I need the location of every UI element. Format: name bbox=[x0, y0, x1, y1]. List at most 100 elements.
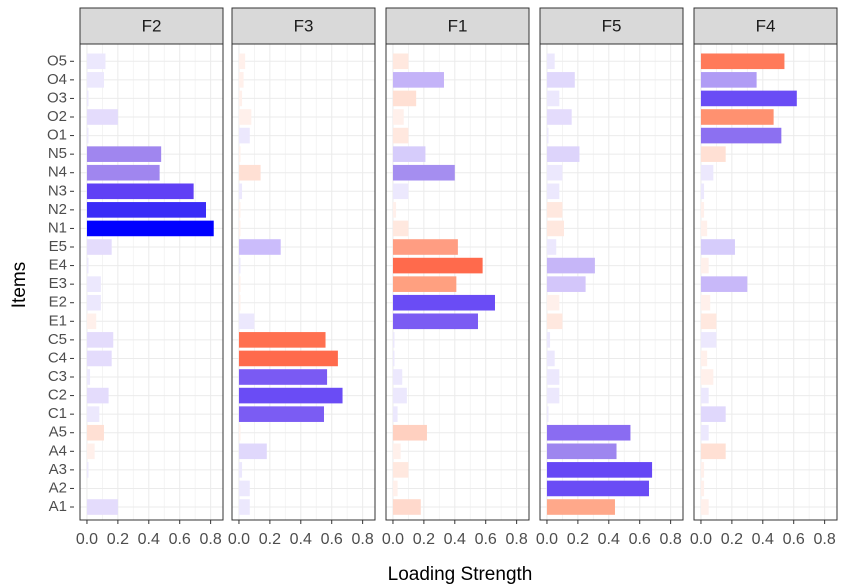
bar bbox=[239, 165, 261, 181]
bar bbox=[393, 351, 395, 367]
bar bbox=[701, 443, 726, 459]
x-tick-label: 0.8 bbox=[200, 531, 222, 548]
bar bbox=[87, 462, 89, 478]
bar bbox=[239, 183, 242, 199]
x-tick-label: 0.6 bbox=[321, 531, 343, 548]
bar bbox=[701, 462, 704, 478]
bar bbox=[701, 499, 709, 515]
y-tick-label: A4 bbox=[49, 442, 67, 459]
x-tick-label: 0.2 bbox=[721, 531, 743, 548]
strip-label: F2 bbox=[142, 16, 162, 35]
bar bbox=[87, 295, 101, 311]
y-tick-label: N5 bbox=[48, 145, 67, 162]
x-axis-title: Loading Strength bbox=[388, 564, 533, 585]
x-tick-label: 0.8 bbox=[660, 531, 682, 548]
bar bbox=[239, 91, 242, 107]
x-tick-label: 0.0 bbox=[536, 531, 558, 548]
bar bbox=[87, 425, 104, 441]
x-tick-label: 0.4 bbox=[752, 531, 774, 548]
bar bbox=[239, 109, 251, 125]
y-tick-label: C5 bbox=[48, 331, 67, 348]
bar bbox=[393, 499, 421, 515]
bar bbox=[393, 91, 416, 107]
bar bbox=[547, 425, 630, 441]
bar bbox=[701, 481, 704, 497]
bar bbox=[393, 258, 483, 274]
bar bbox=[547, 239, 556, 255]
x-tick-label: 0.6 bbox=[475, 531, 497, 548]
bar bbox=[701, 332, 716, 348]
x-tick-label: 0.8 bbox=[352, 531, 374, 548]
bar bbox=[701, 146, 726, 162]
bar bbox=[87, 388, 109, 404]
bar bbox=[701, 165, 713, 181]
bar bbox=[87, 406, 99, 422]
bar bbox=[239, 72, 244, 88]
x-tick-label: 0.0 bbox=[690, 531, 712, 548]
bar bbox=[239, 313, 254, 329]
bar bbox=[87, 221, 214, 237]
bar bbox=[239, 443, 267, 459]
bar bbox=[701, 72, 757, 88]
bar bbox=[701, 109, 774, 125]
y-tick-label: E5 bbox=[49, 238, 67, 255]
bar bbox=[701, 388, 709, 404]
bar bbox=[239, 499, 250, 515]
y-tick-label: E3 bbox=[49, 275, 67, 292]
bar bbox=[87, 109, 118, 125]
bar bbox=[547, 462, 652, 478]
bar bbox=[239, 481, 250, 497]
bar bbox=[87, 239, 112, 255]
y-tick-label: E2 bbox=[49, 294, 67, 311]
bar bbox=[393, 109, 404, 125]
bar bbox=[393, 406, 398, 422]
bar bbox=[239, 202, 241, 218]
strip-label: F3 bbox=[294, 16, 314, 35]
y-tick-label: E4 bbox=[49, 257, 67, 274]
bar bbox=[701, 221, 707, 237]
bar bbox=[701, 313, 716, 329]
bar bbox=[547, 313, 562, 329]
bar bbox=[547, 369, 559, 385]
bar bbox=[547, 276, 586, 292]
x-tick-label: 0.8 bbox=[506, 531, 528, 548]
bar bbox=[393, 332, 395, 348]
y-tick-label: A2 bbox=[49, 479, 67, 496]
x-tick-label: 0.6 bbox=[169, 531, 191, 548]
bar bbox=[239, 146, 241, 162]
bar bbox=[87, 165, 160, 181]
bar bbox=[87, 332, 113, 348]
bar bbox=[547, 202, 562, 218]
bar bbox=[87, 276, 101, 292]
x-tick-label: 0.4 bbox=[444, 531, 466, 548]
bar bbox=[701, 183, 704, 199]
y-tick-label: A5 bbox=[49, 424, 67, 441]
y-tick-label: O1 bbox=[47, 127, 67, 144]
bar bbox=[701, 53, 784, 69]
x-tick-label: 0.6 bbox=[629, 531, 651, 548]
bar bbox=[87, 499, 118, 515]
bar bbox=[393, 443, 401, 459]
strip-label: F4 bbox=[756, 16, 776, 35]
bar bbox=[87, 146, 161, 162]
y-tick-label: N4 bbox=[48, 164, 67, 181]
bar bbox=[87, 202, 206, 218]
bar bbox=[547, 481, 649, 497]
bar bbox=[701, 276, 747, 292]
y-tick-label: C2 bbox=[48, 387, 67, 404]
bar bbox=[393, 202, 396, 218]
bar bbox=[547, 443, 617, 459]
bar bbox=[393, 388, 407, 404]
bar bbox=[393, 481, 398, 497]
bar bbox=[393, 295, 495, 311]
bar bbox=[547, 146, 579, 162]
bar bbox=[547, 128, 549, 144]
bar bbox=[701, 406, 726, 422]
y-tick-label: O3 bbox=[47, 89, 67, 106]
bar bbox=[239, 258, 241, 274]
bar bbox=[239, 388, 343, 404]
bar bbox=[87, 183, 194, 199]
bar bbox=[393, 221, 408, 237]
bar bbox=[239, 295, 241, 311]
bar bbox=[547, 406, 549, 422]
